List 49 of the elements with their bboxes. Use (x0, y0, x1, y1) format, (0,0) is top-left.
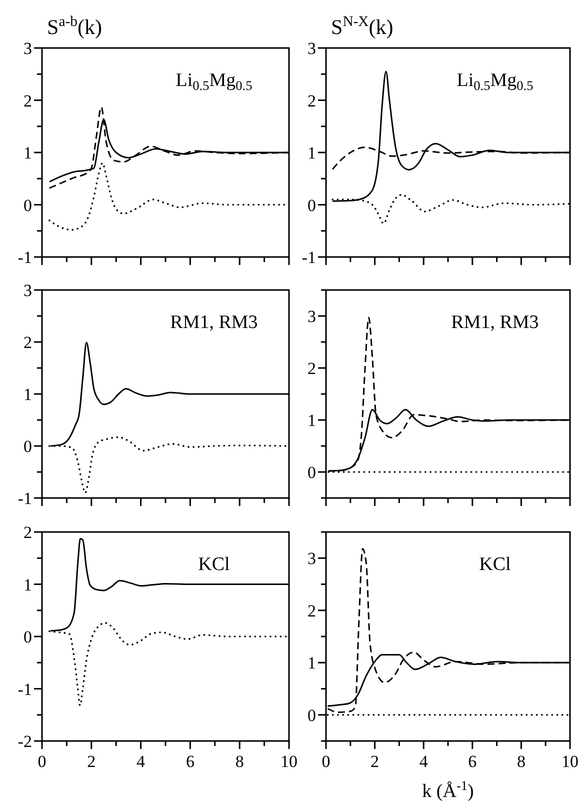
x-tick-label: 10 (280, 752, 298, 771)
y-tick-label: 2 (308, 359, 316, 378)
x-tick-label: 8 (516, 752, 526, 771)
x-tick-label: 4 (419, 752, 428, 771)
y-tick-label: 3 (308, 307, 316, 326)
y-tick-label: -1 (18, 680, 32, 699)
y-tick-label: 0 (24, 437, 32, 456)
x-tick-label: 10 (562, 752, 578, 771)
y-tick-label: 0 (308, 463, 316, 482)
y-tick-label: 2 (308, 601, 316, 620)
y-axis-title: S$^{a-b}$(k) (47, 14, 102, 39)
y-tick-label: 0 (308, 196, 316, 215)
x-axis-title: k (Å$^{-1}$) (422, 778, 474, 802)
y-tick-label: 1 (24, 575, 32, 594)
x-tick-label: 0 (322, 752, 330, 771)
annotation: RM1, RM3 (451, 312, 539, 333)
annotation: Li$_{0.5}$Mg$_{0.5}$ (176, 70, 253, 93)
y-tick-label: 3 (24, 281, 32, 300)
y-tick-label: -2 (18, 732, 32, 751)
y-tick-label: 1 (24, 144, 32, 162)
x-tick-label: 2 (87, 752, 96, 771)
x-tick-label: 0 (38, 752, 46, 771)
y-tick-label: -1 (18, 248, 32, 267)
y-axis-title: S$^{N-X}$(k) (331, 14, 394, 39)
y-tick-label: 1 (24, 385, 32, 404)
annotation: Li$_{0.5}$Mg$_{0.5}$ (456, 70, 534, 93)
annotation: KCl (198, 554, 230, 575)
y-tick-label: 1 (308, 144, 316, 162)
x-tick-label: 4 (136, 752, 146, 771)
y-tick-label: 3 (308, 39, 316, 58)
y-tick-label: 0 (24, 196, 32, 215)
y-tick-label: 1 (308, 411, 316, 430)
y-tick-label: -1 (18, 489, 32, 508)
y-tick-label: 2 (24, 333, 32, 352)
y-tick-label: 2 (308, 91, 316, 110)
y-tick-label: 0 (308, 706, 316, 725)
x-tick-label: 8 (235, 752, 244, 771)
y-tick-label: 0 (24, 628, 32, 646)
y-tick-label: 1 (308, 654, 316, 673)
y-tick-label: 3 (308, 549, 316, 568)
y-tick-label: -1 (302, 248, 316, 267)
x-tick-label: 2 (370, 752, 380, 771)
y-tick-label: 3 (24, 39, 32, 58)
x-tick-label: 6 (186, 752, 194, 771)
y-tick-label: 2 (24, 523, 32, 542)
x-tick-label: 6 (468, 752, 477, 771)
y-tick-label: 2 (24, 91, 32, 110)
annotation: KCl (479, 554, 511, 575)
annotation: RM1, RM3 (170, 312, 258, 333)
